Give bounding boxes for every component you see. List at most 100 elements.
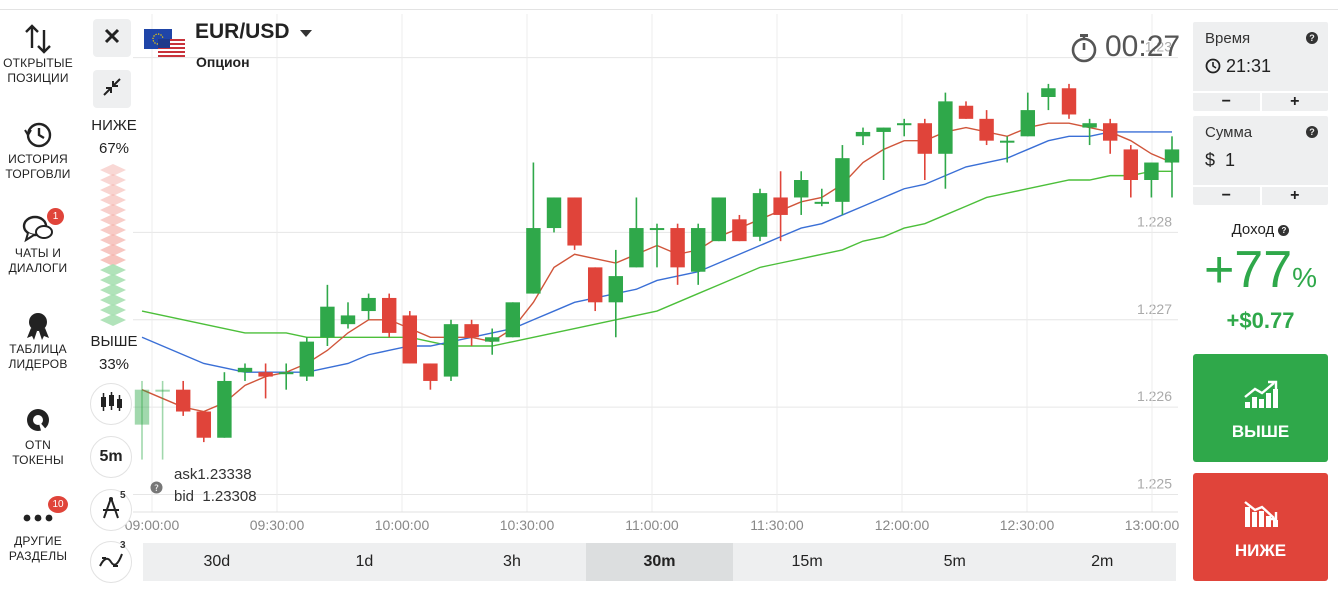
time-label: Время bbox=[1205, 30, 1251, 47]
timeframe-1d[interactable]: 1d bbox=[355, 553, 374, 570]
put-down-label: НИЖЕ bbox=[1234, 541, 1287, 560]
clock-icon bbox=[1205, 58, 1221, 79]
ma-slow-line bbox=[141, 170, 1172, 347]
candle-body bbox=[423, 363, 438, 381]
minimize-button[interactable] bbox=[93, 70, 131, 108]
amount-stepper: − + bbox=[1193, 185, 1328, 205]
nav-trade-history[interactable]: ИСТОРИЯ ТОРГОВЛИ bbox=[0, 118, 76, 182]
asset-type: Опцион bbox=[196, 54, 250, 70]
candle-body bbox=[1061, 88, 1077, 115]
help-icon[interactable]: ? bbox=[1278, 225, 1290, 236]
nav-label: ЛИДЕРОВ bbox=[8, 357, 68, 371]
y-tick-label: 1.228 bbox=[1137, 213, 1172, 229]
more-badge: 10 bbox=[48, 496, 68, 513]
candle-body bbox=[917, 123, 933, 154]
candle-body bbox=[505, 302, 521, 338]
candle-body bbox=[979, 118, 994, 141]
nav-leaderboard[interactable]: ТАБЛИЦА ЛИДЕРОВ bbox=[0, 308, 76, 372]
candle-body bbox=[381, 297, 397, 333]
sentiment-up-pct: 33% bbox=[98, 356, 130, 373]
timeframe-30m[interactable]: 30m bbox=[585, 543, 734, 581]
x-tick-label: 11:00:00 bbox=[625, 517, 679, 533]
sentiment-up-chevron bbox=[100, 294, 126, 306]
candle-body bbox=[732, 219, 747, 242]
timeframe-30d[interactable]: 30d bbox=[203, 553, 231, 570]
timeframe-15m[interactable]: 15m bbox=[791, 553, 823, 570]
timeframe-3h[interactable]: 3h bbox=[503, 553, 521, 570]
candle-body bbox=[217, 380, 232, 438]
chart-up-icon bbox=[1244, 380, 1278, 408]
nav-other-sections[interactable]: 10 ДРУГИЕ РАЗДЕЛЫ bbox=[0, 496, 76, 564]
nav-chats[interactable]: 1 ЧАТЫ И ДИАЛОГИ bbox=[0, 208, 76, 276]
asset-selector[interactable]: EUR/USD bbox=[195, 20, 313, 44]
drawing-tools-button[interactable]: 5 bbox=[90, 489, 132, 531]
close-chart-button[interactable] bbox=[93, 19, 131, 57]
medal-icon bbox=[20, 308, 56, 342]
indicator-count: 3 bbox=[120, 540, 126, 551]
asset-name: EUR/USD bbox=[195, 20, 290, 43]
candle-body bbox=[1123, 149, 1139, 180]
timeframe-5m[interactable]: 5m bbox=[943, 553, 966, 570]
time-minus-button[interactable]: − bbox=[1221, 93, 1231, 110]
amount-value[interactable]: $ 1 bbox=[1205, 150, 1236, 170]
candle-body bbox=[443, 324, 459, 377]
otn-icon bbox=[20, 404, 56, 438]
candle-body bbox=[1144, 162, 1159, 180]
candle-body bbox=[999, 140, 1015, 143]
candle-body bbox=[1041, 88, 1056, 97]
sentiment-down-chevron bbox=[100, 214, 126, 226]
candle-body bbox=[629, 228, 644, 268]
sentiment-down-chevron bbox=[100, 234, 126, 246]
sentiment-down-chevron bbox=[100, 184, 126, 196]
x-tick-label: 11:30:00 bbox=[750, 517, 804, 533]
candle-body bbox=[1020, 110, 1036, 137]
time-plus-button[interactable]: + bbox=[1259, 93, 1329, 111]
candle-body bbox=[484, 337, 500, 342]
candle-body bbox=[587, 267, 603, 303]
help-icon[interactable]: ? bbox=[1306, 32, 1318, 44]
candle-body bbox=[1164, 149, 1180, 163]
candle-body bbox=[958, 105, 974, 119]
chat-badge: 1 bbox=[47, 208, 64, 225]
nav-label: ДИАЛОГИ bbox=[8, 261, 68, 275]
candle-body bbox=[237, 367, 253, 373]
nav-label: ОТКРЫТЫЕ bbox=[3, 56, 73, 70]
timeframe-bar: 30d 1d 3h 30m 15m 5m 2m bbox=[143, 543, 1176, 581]
drawing-count: 5 bbox=[120, 490, 126, 501]
x-tick-label: 13:00:00 bbox=[1125, 517, 1180, 533]
profit-pct-value: +77 bbox=[1203, 241, 1293, 299]
candle-period-button[interactable]: 5m bbox=[90, 436, 132, 478]
candle-body bbox=[134, 389, 150, 425]
sentiment-up-chevron bbox=[100, 304, 126, 316]
nav-label: ЧАТЫ И bbox=[14, 246, 62, 260]
top-divider bbox=[0, 9, 1338, 10]
candle-body bbox=[258, 372, 273, 377]
chart-type-button[interactable] bbox=[90, 383, 132, 425]
candle-body bbox=[402, 315, 418, 364]
candle-body bbox=[773, 197, 788, 215]
time-value-field[interactable]: 21:31 bbox=[1205, 56, 1271, 79]
candle-body bbox=[278, 372, 294, 375]
bid-ask-panel: ask1.23338 bid 1.23308 bbox=[174, 464, 257, 508]
nav-otn-tokens[interactable]: OTN ТОКЕНЫ bbox=[0, 404, 76, 468]
help-icon[interactable]: ? bbox=[150, 481, 163, 499]
help-icon[interactable]: ? bbox=[1306, 126, 1318, 138]
sentiment-up-chevron bbox=[100, 274, 126, 286]
timeframe-2m[interactable]: 2m bbox=[1091, 553, 1114, 570]
time-box: Время ? 21:31 − + bbox=[1193, 22, 1328, 111]
bid-quote: bid 1.23308 bbox=[174, 488, 257, 505]
candle-body bbox=[752, 193, 768, 237]
amount-plus-button[interactable]: + bbox=[1259, 187, 1329, 205]
arrows-updown-icon bbox=[20, 22, 56, 56]
sentiment-up-chevron bbox=[100, 264, 126, 276]
time-stepper: − + bbox=[1193, 91, 1328, 111]
put-down-button[interactable]: НИЖЕ bbox=[1193, 473, 1328, 581]
call-up-button[interactable]: ВЫШЕ bbox=[1193, 354, 1328, 462]
indicators-button[interactable]: 3 bbox=[90, 540, 132, 583]
y-tick-label: 1.227 bbox=[1137, 301, 1172, 317]
nav-open-positions[interactable]: ОТКРЫТЫЕ ПОЗИЦИИ bbox=[0, 22, 76, 86]
profit-percent: +77% bbox=[1193, 240, 1328, 300]
candle-body bbox=[196, 411, 212, 438]
amount-minus-button[interactable]: − bbox=[1221, 187, 1231, 204]
